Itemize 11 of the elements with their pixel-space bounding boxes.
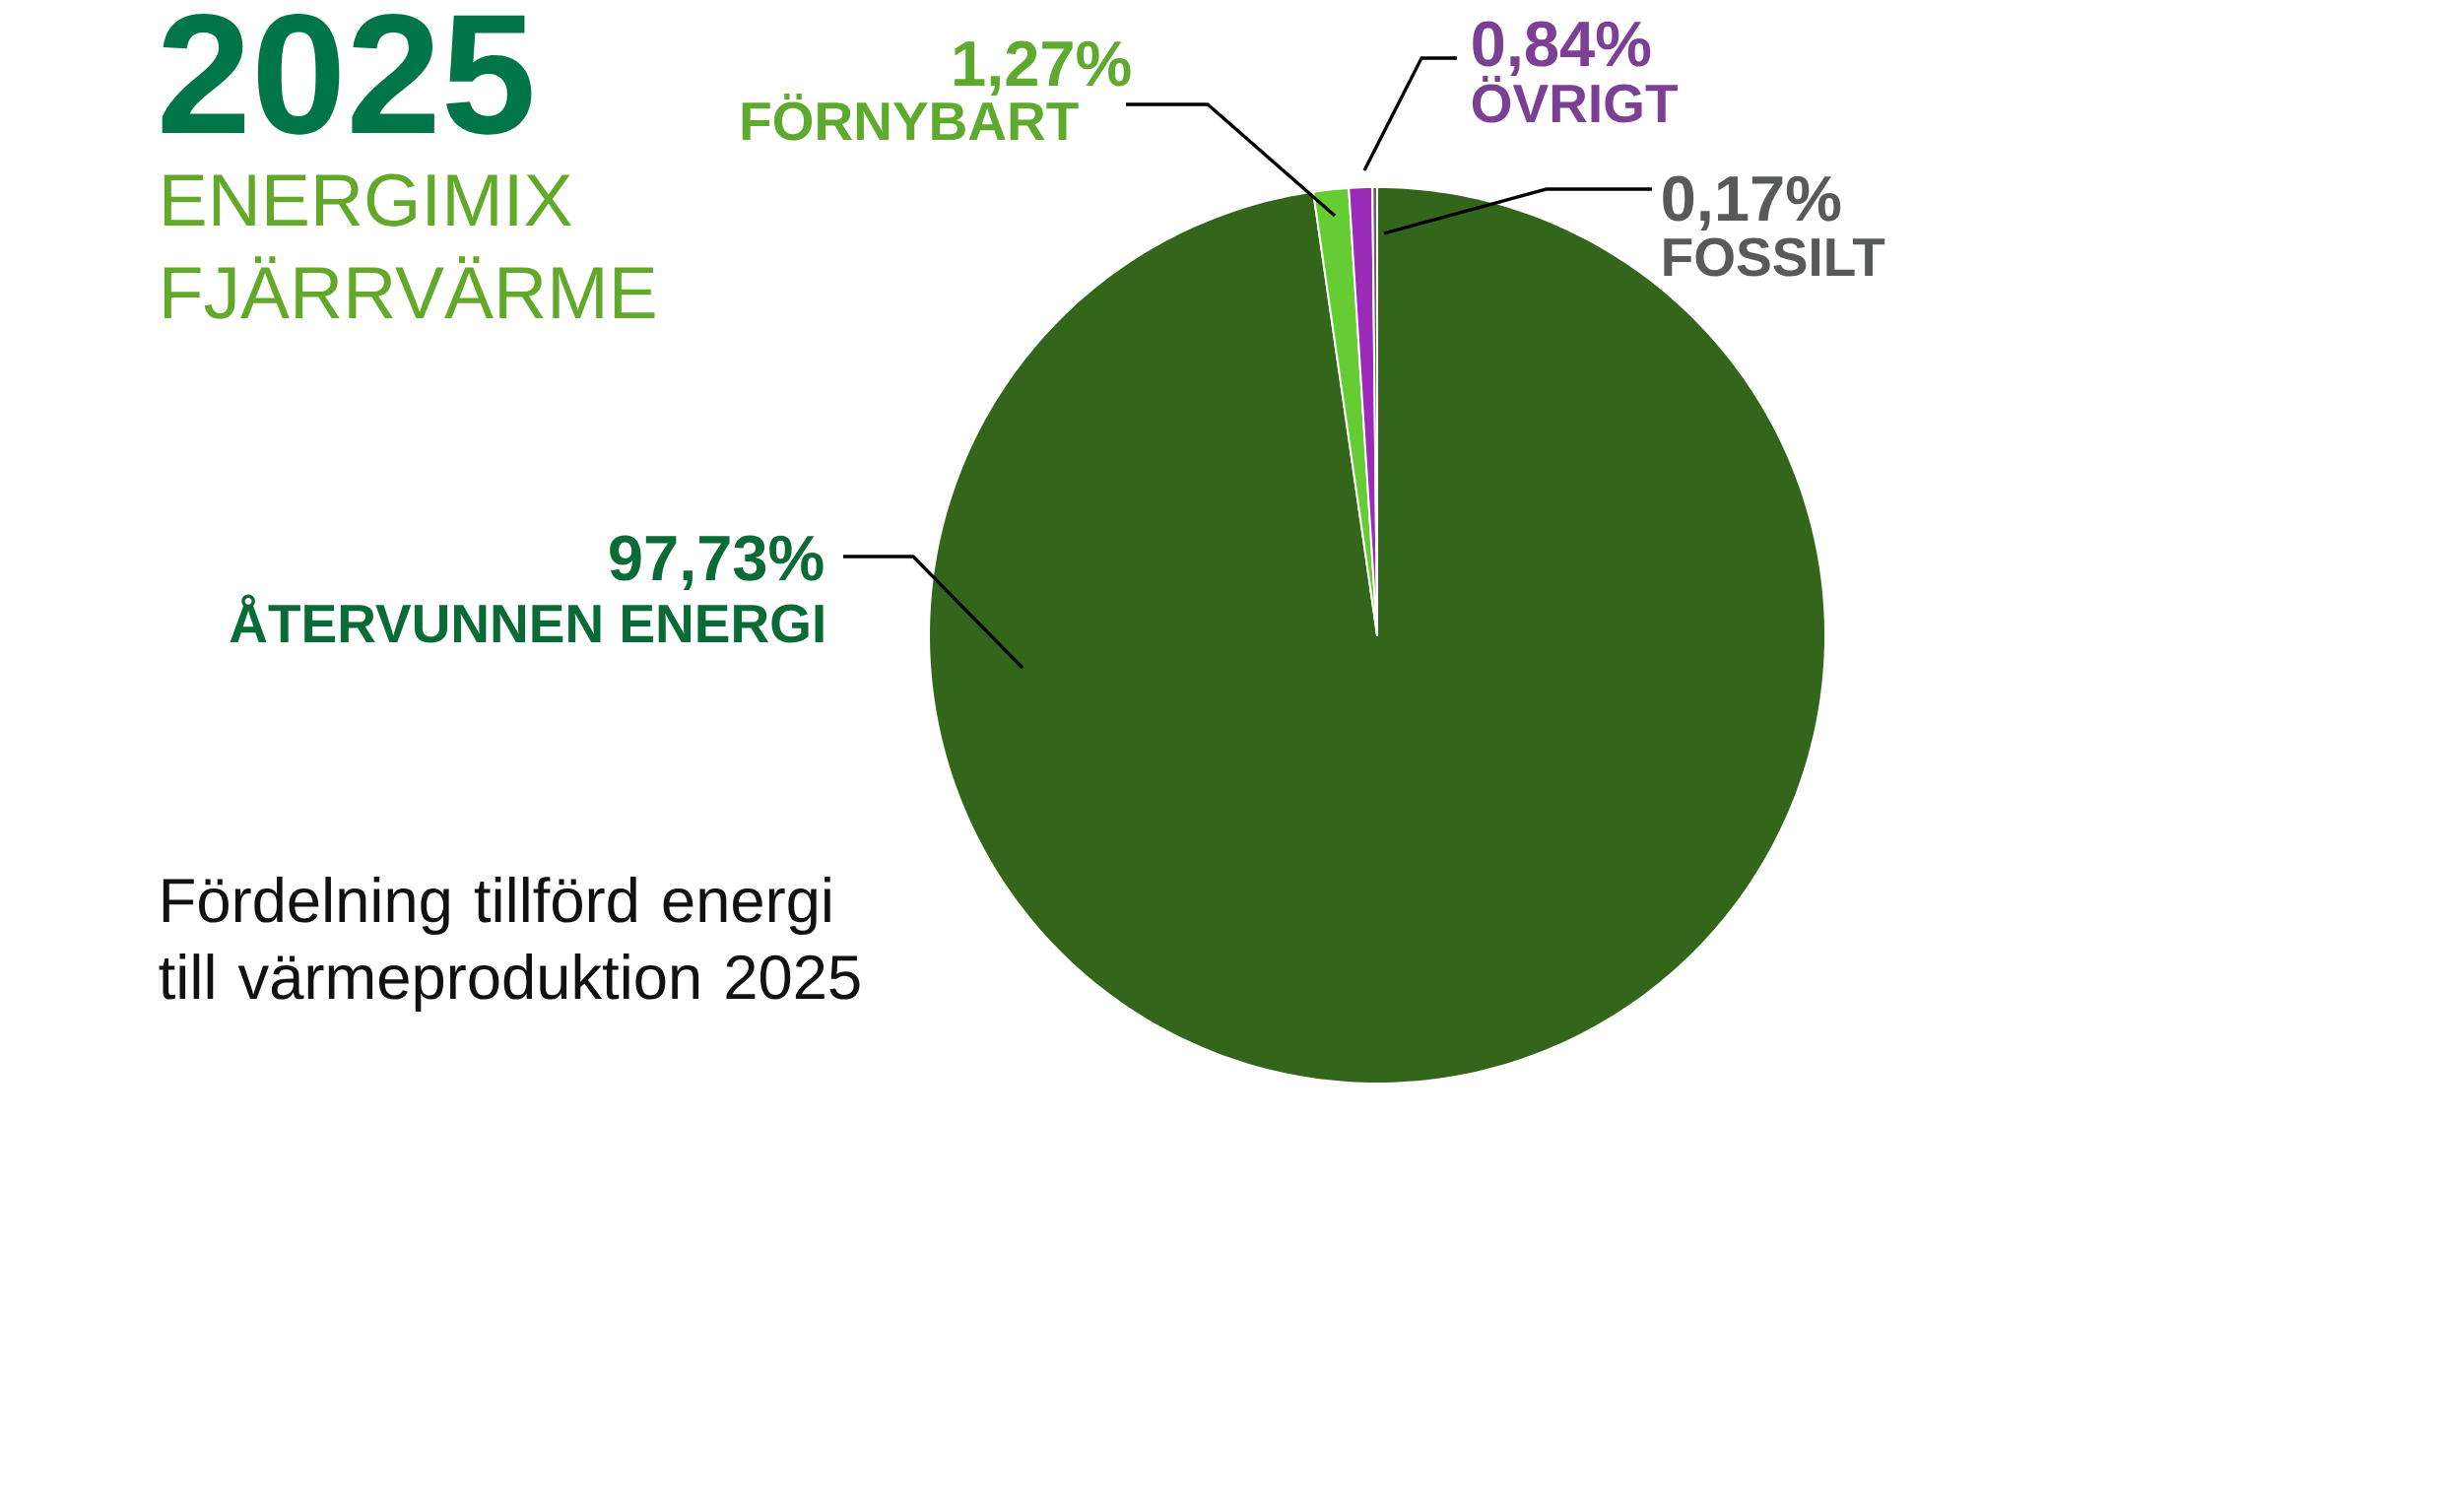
slice-label: FOSSILT [1664,237,1885,277]
slice-label: ÖVRIGT [1472,76,1678,123]
slice-label: FÖRNYBART [742,94,1079,141]
text: ENERGIMIX FJÄRRVÄRME [164,173,655,319]
slice-label: ÅTERVUNNEN ENERGI [230,594,824,643]
data-label: 97,73% [610,535,824,591]
text: Fördelning tillförd energi till värmeproduktion 2025 [159,877,860,1013]
data-label: 0,84% [1473,21,1651,77]
data-label: 0,17% [1663,175,1841,231]
chart-title: 2025 [162,13,532,135]
data-label: 1,27% [955,40,1131,97]
